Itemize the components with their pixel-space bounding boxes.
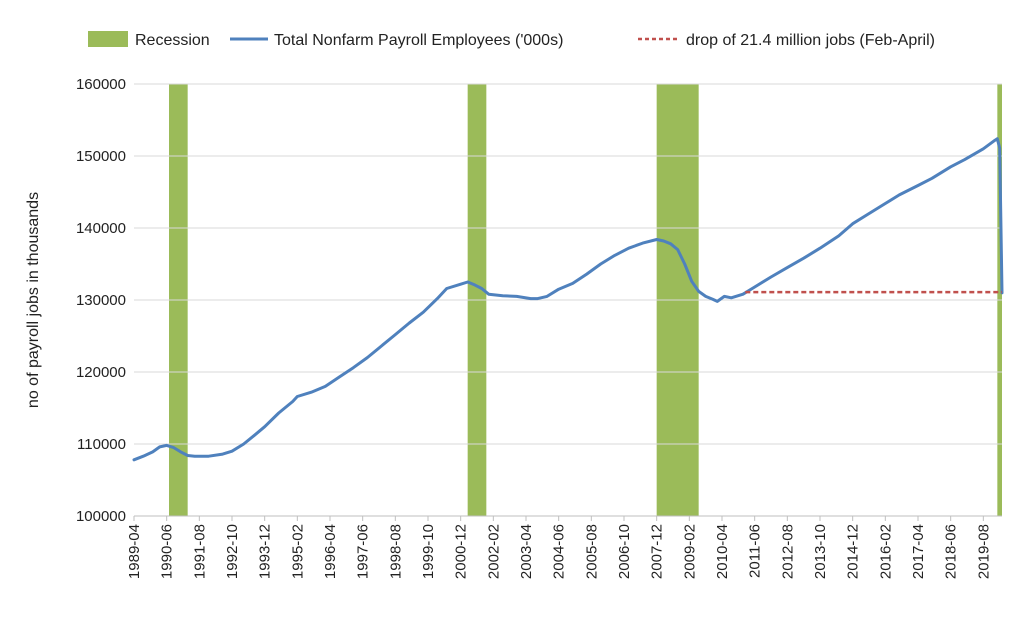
y-tick-label-100000: 100000 (76, 508, 126, 525)
legend-swatch-recession (88, 31, 128, 47)
x-tick-label-1990-06: 1990-06 (159, 524, 176, 579)
x-tick-label-2014-12: 2014-12 (845, 524, 862, 579)
x-tick-label-1996-04: 1996-04 (322, 524, 339, 579)
series-lines (132, 137, 1004, 462)
x-tick-label-1999-10: 1999-10 (420, 524, 437, 579)
x-tick-label-2009-02: 2009-02 (681, 524, 698, 579)
x-tick-label-1991-08: 1991-08 (191, 524, 208, 579)
x-tick-label-2017-04: 2017-04 (910, 524, 927, 579)
x-tick-label-2005-08: 2005-08 (583, 524, 600, 579)
y-tick-label-130000: 130000 (76, 292, 126, 309)
legend-label-drop: drop of 21.4 million jobs (Feb-April) (686, 32, 935, 49)
y-tick-label-120000: 120000 (76, 364, 126, 381)
legend-item-drop: drop of 21.4 million jobs (Feb-April) (638, 32, 935, 49)
x-tick-label-2018-06: 2018-06 (943, 524, 960, 579)
gridlines (134, 83, 1002, 445)
x-tick-label-2004-06: 2004-06 (551, 524, 568, 579)
x-axis: 1989-04 1990-06 1991-08 1992-10 1993-12 1995-… (126, 515, 1002, 579)
x-tick-label-2002-02: 2002-02 (485, 524, 502, 579)
x-tick-label-1993-12: 1993-12 (257, 524, 274, 579)
y-axis: 100000 110000 120000 130000 140000 150000 1600… (76, 76, 126, 525)
legend-item-payroll: Total Nonfarm Payroll Employees ('000s) (230, 32, 563, 49)
x-tick-label-2019-08: 2019-08 (975, 524, 992, 579)
y-tick-label-140000: 140000 (76, 220, 126, 237)
x-tick-label-1992-10: 1992-10 (224, 524, 241, 579)
x-tick-label-2010-04: 2010-04 (714, 524, 731, 579)
x-tick-label-2016-02: 2016-02 (877, 524, 894, 579)
x-tick-label-1989-04: 1989-04 (126, 524, 143, 579)
x-tick-label-1998-08: 1998-08 (387, 524, 404, 579)
y-axis-title: no of payroll jobs in thousands (25, 192, 42, 408)
series-line-1 (132, 137, 1004, 462)
x-tick-label-2003-04: 2003-04 (518, 524, 535, 579)
y-tick-label-150000: 150000 (76, 148, 126, 165)
x-tick-label-1995-02: 1995-02 (289, 524, 306, 579)
legend-label-recession: Recession (135, 32, 210, 49)
legend: Recession Total Nonfarm Payroll Employee… (88, 31, 935, 49)
x-tick-label-2011-06: 2011-06 (747, 524, 764, 578)
x-tick-label-1997-06: 1997-06 (355, 524, 372, 579)
y-tick-label-110000: 110000 (77, 436, 126, 453)
legend-item-recession: Recession (88, 31, 210, 49)
x-tick-label-2013-10: 2013-10 (812, 524, 829, 579)
y-tick-label-160000: 160000 (76, 76, 126, 93)
legend-label-payroll: Total Nonfarm Payroll Employees ('000s) (274, 32, 563, 49)
x-tick-label-2000-12: 2000-12 (453, 524, 470, 579)
x-tick-label-2006-10: 2006-10 (616, 524, 633, 579)
x-tick-label-2007-12: 2007-12 (649, 524, 666, 579)
x-tick-label-2012-08: 2012-08 (779, 524, 796, 579)
